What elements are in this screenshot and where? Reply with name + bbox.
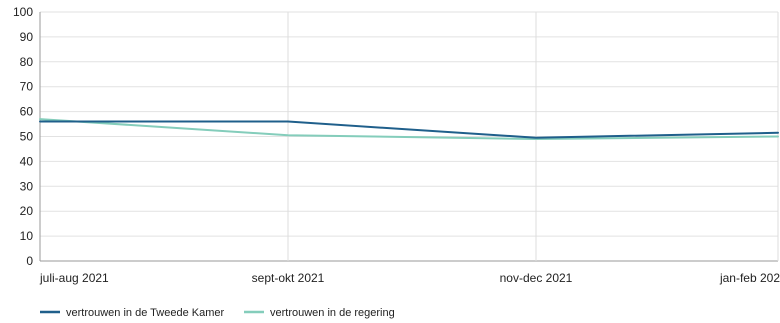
x-tick-label: juli-aug 2021 xyxy=(39,271,109,285)
y-tick-label: 10 xyxy=(20,229,34,243)
series-lines xyxy=(39,118,779,140)
x-tick-label: sept-okt 2021 xyxy=(252,271,325,285)
y-tick-label: 60 xyxy=(20,105,34,119)
y-tick-label: 40 xyxy=(20,154,34,168)
x-tick-label: jan-feb 202 xyxy=(719,271,780,285)
y-tick-label: 80 xyxy=(20,55,34,69)
y-tick-label: 100 xyxy=(13,5,33,19)
legend: vertrouwen in de Tweede Kamer vertrouwen … xyxy=(40,307,395,319)
series-line-regering xyxy=(39,118,779,140)
y-tick-label: 50 xyxy=(20,130,34,144)
y-tick-label: 20 xyxy=(20,204,34,218)
y-tick-label: 30 xyxy=(20,179,34,193)
y-tick-label: 90 xyxy=(20,30,34,44)
legend-label: vertrouwen in de regering xyxy=(270,307,395,319)
legend-label: vertrouwen in de Tweede Kamer xyxy=(66,307,224,319)
series-line-tweede-kamer xyxy=(39,120,779,139)
axes: 0 10 20 30 40 50 60 70 80 90 100 juli-aug 2021 sept-… xyxy=(13,5,780,285)
y-tick-label: 70 xyxy=(20,80,34,94)
x-tick-label: nov-dec 2021 xyxy=(500,271,573,285)
y-tick-label: 0 xyxy=(26,254,33,268)
